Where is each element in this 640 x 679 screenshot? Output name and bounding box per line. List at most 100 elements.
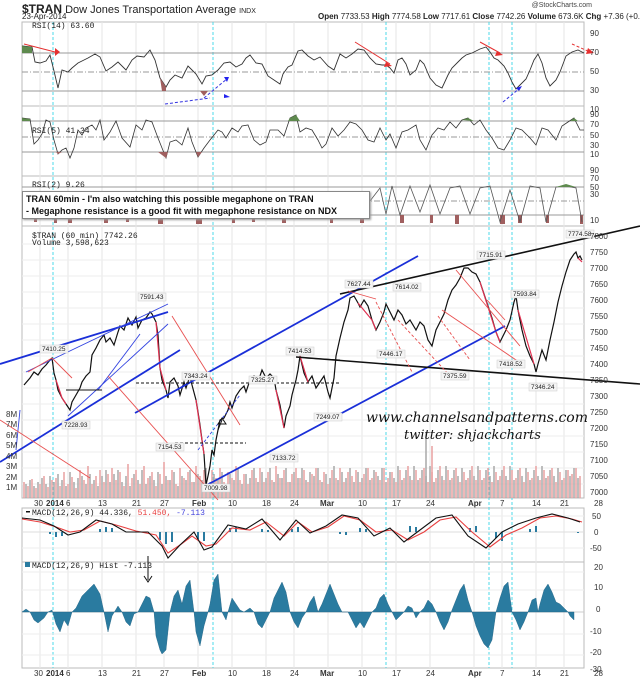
svg-text:20: 20 bbox=[594, 563, 603, 572]
svg-text:90: 90 bbox=[590, 166, 599, 175]
ohlc-summary: Open 7733.53 High 7774.58 Low 7717.61 Cl… bbox=[318, 12, 640, 21]
svg-text:7150: 7150 bbox=[590, 440, 608, 449]
svg-text:7750: 7750 bbox=[590, 248, 608, 257]
chart-date: 23-Apr-2014 bbox=[22, 12, 67, 21]
svg-text:50: 50 bbox=[592, 512, 601, 521]
svg-text:21: 21 bbox=[132, 669, 141, 678]
svg-text:7009.98: 7009.98 bbox=[204, 485, 228, 492]
svg-text:17: 17 bbox=[392, 669, 401, 678]
svg-text:24: 24 bbox=[426, 669, 435, 678]
svg-text:-10: -10 bbox=[590, 627, 602, 636]
svg-text:10: 10 bbox=[358, 499, 367, 508]
x-axis-top: 30 2014 6 13 21 27 Feb 10 18 24 Mar 10 17 24 Apr 7 14 21 2… bbox=[34, 499, 603, 508]
svg-text:7: 7 bbox=[500, 499, 505, 508]
annotation-line-1: TRAN 60min - I'm also watching this poss… bbox=[26, 194, 314, 204]
svg-text:6: 6 bbox=[66, 669, 71, 678]
svg-text:7133.72: 7133.72 bbox=[272, 455, 296, 462]
svg-text:4M: 4M bbox=[6, 452, 17, 461]
svg-text:2014: 2014 bbox=[46, 669, 64, 678]
svg-text:21: 21 bbox=[560, 499, 569, 508]
hist-panel bbox=[21, 561, 585, 669]
svg-text:Mar: Mar bbox=[320, 499, 334, 508]
svg-text:RSI(14) 63.60: RSI(14) 63.60 bbox=[32, 22, 95, 31]
svg-text:6M: 6M bbox=[6, 431, 17, 440]
svg-text:7500: 7500 bbox=[590, 328, 608, 337]
svg-text:70: 70 bbox=[590, 48, 599, 57]
svg-text:70: 70 bbox=[590, 174, 599, 183]
svg-text:7200: 7200 bbox=[590, 424, 608, 433]
svg-text:$TRAN (60 min) 7742.26: $TRAN (60 min) 7742.26 bbox=[32, 232, 138, 241]
svg-text:7346.24: 7346.24 bbox=[531, 384, 555, 391]
price-point-labels: 7410.25 7228.93 7591.43 7343.24 7154.53 … bbox=[39, 229, 595, 493]
svg-text:Apr: Apr bbox=[468, 669, 482, 678]
svg-text:18: 18 bbox=[262, 669, 271, 678]
svg-text:24: 24 bbox=[426, 499, 435, 508]
svg-text:7: 7 bbox=[500, 669, 505, 678]
svg-text:7591.43: 7591.43 bbox=[140, 294, 164, 301]
svg-text:7650: 7650 bbox=[590, 280, 608, 289]
svg-text:18: 18 bbox=[262, 499, 271, 508]
svg-text:7100: 7100 bbox=[590, 456, 608, 465]
svg-text:Feb: Feb bbox=[192, 669, 206, 678]
svg-text:2014: 2014 bbox=[46, 499, 64, 508]
annotation-box: TRAN 60min - I'm also watching this poss… bbox=[22, 191, 370, 219]
svg-text:RSI(5) 41.34: RSI(5) 41.34 bbox=[32, 127, 90, 136]
svg-text:10: 10 bbox=[228, 669, 237, 678]
svg-text:7614.02: 7614.02 bbox=[395, 284, 419, 291]
svg-text:7350: 7350 bbox=[590, 376, 608, 385]
svg-text:7550: 7550 bbox=[590, 312, 608, 321]
svg-text:70: 70 bbox=[590, 120, 599, 129]
svg-text:10: 10 bbox=[590, 105, 599, 114]
svg-text:14: 14 bbox=[532, 669, 541, 678]
svg-text:7627.44: 7627.44 bbox=[347, 281, 371, 288]
svg-text:MACD(12,26,9) Hist -7.113: MACD(12,26,9) Hist -7.113 bbox=[32, 562, 152, 571]
svg-text:17: 17 bbox=[392, 499, 401, 508]
svg-text:10: 10 bbox=[358, 669, 367, 678]
svg-text:13: 13 bbox=[98, 669, 107, 678]
watermark-twitter: twitter: shjackcharts bbox=[404, 428, 541, 443]
svg-text:-20: -20 bbox=[590, 648, 602, 657]
svg-text:10: 10 bbox=[590, 150, 599, 159]
svg-text:24: 24 bbox=[290, 499, 299, 508]
svg-text:7418.52: 7418.52 bbox=[499, 361, 523, 368]
svg-text:-30: -30 bbox=[590, 665, 602, 674]
chart-header: $TRAN Dow Jones Transportation Average I… bbox=[0, 0, 640, 22]
svg-text:50: 50 bbox=[590, 131, 599, 140]
watermark-site: www.channelsandpatterns.com bbox=[366, 410, 588, 426]
svg-text:6: 6 bbox=[66, 499, 71, 508]
svg-text:7343.24: 7343.24 bbox=[184, 373, 208, 380]
svg-text:7300: 7300 bbox=[590, 392, 608, 401]
svg-text:7593.84: 7593.84 bbox=[513, 291, 537, 298]
svg-text:30: 30 bbox=[34, 669, 43, 678]
copyright: @StockCharts.com bbox=[531, 2, 592, 9]
svg-text:10: 10 bbox=[590, 216, 599, 225]
svg-text:Volume 3,598,623: Volume 3,598,623 bbox=[32, 239, 109, 248]
svg-text:30: 30 bbox=[590, 190, 599, 199]
svg-text:7375.59: 7375.59 bbox=[443, 373, 467, 380]
svg-text:RSI(2) 9.26: RSI(2) 9.26 bbox=[32, 181, 85, 190]
svg-text:7600: 7600 bbox=[590, 296, 608, 305]
rsi14-panel bbox=[21, 21, 585, 107]
svg-text:0: 0 bbox=[596, 605, 601, 614]
svg-text:Apr: Apr bbox=[468, 499, 482, 508]
svg-text:0: 0 bbox=[594, 528, 599, 537]
svg-text:27: 27 bbox=[160, 499, 169, 508]
svg-text:7249.07: 7249.07 bbox=[316, 414, 340, 421]
svg-text:7715.91: 7715.91 bbox=[479, 252, 503, 259]
svg-text:MACD(12,26,9) 44.336, 51.450,: MACD(12,26,9) 44.336, 51.450, -7.113 bbox=[32, 509, 205, 518]
svg-text:90: 90 bbox=[590, 110, 599, 119]
svg-text:21: 21 bbox=[132, 499, 141, 508]
svg-text:7450: 7450 bbox=[590, 344, 608, 353]
svg-text:7800: 7800 bbox=[590, 232, 608, 241]
svg-text:21: 21 bbox=[560, 669, 569, 678]
svg-text:50: 50 bbox=[590, 67, 599, 76]
svg-text:7154.53: 7154.53 bbox=[158, 444, 182, 451]
svg-text:-50: -50 bbox=[590, 544, 602, 553]
svg-text:7400: 7400 bbox=[590, 360, 608, 369]
svg-text:14: 14 bbox=[532, 499, 541, 508]
svg-text:27: 27 bbox=[160, 669, 169, 678]
price-panel bbox=[21, 225, 585, 499]
